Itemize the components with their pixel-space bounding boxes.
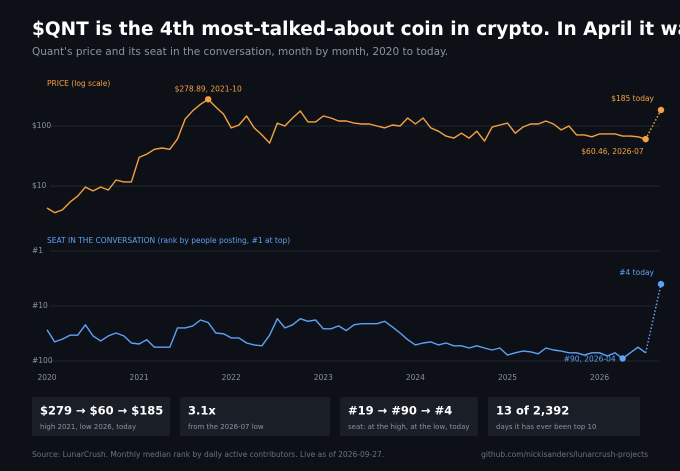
y-tick-label: $10: [32, 181, 47, 190]
x-tick-label: 2024: [406, 373, 425, 382]
footer-source: Source: LunarCrush. Monthly median rank …: [32, 450, 384, 459]
stat-card: [488, 397, 640, 436]
series-line: [46, 318, 647, 360]
series-line: [46, 98, 646, 214]
annotation: #90, 2026-04: [564, 354, 616, 363]
highlight-dot: [657, 280, 665, 288]
stat-label: days it has ever been top 10: [496, 423, 596, 431]
stat-value: 13 of 2,392: [496, 404, 569, 418]
chart-title: $QNT is the 4th most-talked-about coin i…: [32, 19, 680, 40]
highlight-dot: [642, 135, 649, 143]
x-tick-label: 2023: [314, 373, 333, 382]
y-tick-label: #1: [32, 246, 43, 255]
x-tick-label: 2026: [590, 373, 609, 382]
y-tick-label: #10: [32, 301, 48, 310]
x-tick-label: 2025: [498, 373, 517, 382]
y-tick-label: $100: [32, 121, 51, 130]
stat-card: [340, 397, 478, 436]
stat-value: $279 → $60 → $185: [40, 404, 163, 418]
stat-label: seat: at the high, at the low, today: [348, 423, 470, 431]
x-tick-label: 2021: [130, 373, 149, 382]
annotation: $60.46, 2026-07: [581, 147, 644, 156]
highlight-dot: [619, 355, 626, 362]
stat-card: [32, 397, 170, 436]
stat-label: high 2021, low 2026, today: [40, 423, 136, 431]
annotation: #4 today: [619, 268, 654, 277]
chart-subtitle: Quant's price and its seat in the conver…: [32, 46, 448, 58]
rank-panel-label: SEAT IN THE CONVERSATION (rank by people…: [47, 236, 290, 245]
annotation: $278.89, 2021-10: [175, 84, 242, 93]
y-tick-label: #100: [32, 356, 53, 365]
x-tick-label: 2022: [222, 373, 241, 382]
dotted-connector: [644, 283, 662, 353]
stat-card: [180, 397, 330, 436]
price-panel-label: PRICE (log scale): [47, 79, 110, 88]
highlight-dot: [204, 96, 212, 103]
stat-value: 3.1x: [188, 404, 216, 418]
annotation: $185 today: [611, 94, 654, 103]
highlight-dot: [657, 106, 665, 114]
stat-value: #19 → #90 → #4: [348, 404, 452, 418]
x-tick-label: 2020: [37, 373, 56, 382]
stat-label: from the 2026-07 low: [188, 423, 264, 431]
footer-link: github.com/nickisanders/lunarcrush-proje…: [481, 450, 648, 459]
